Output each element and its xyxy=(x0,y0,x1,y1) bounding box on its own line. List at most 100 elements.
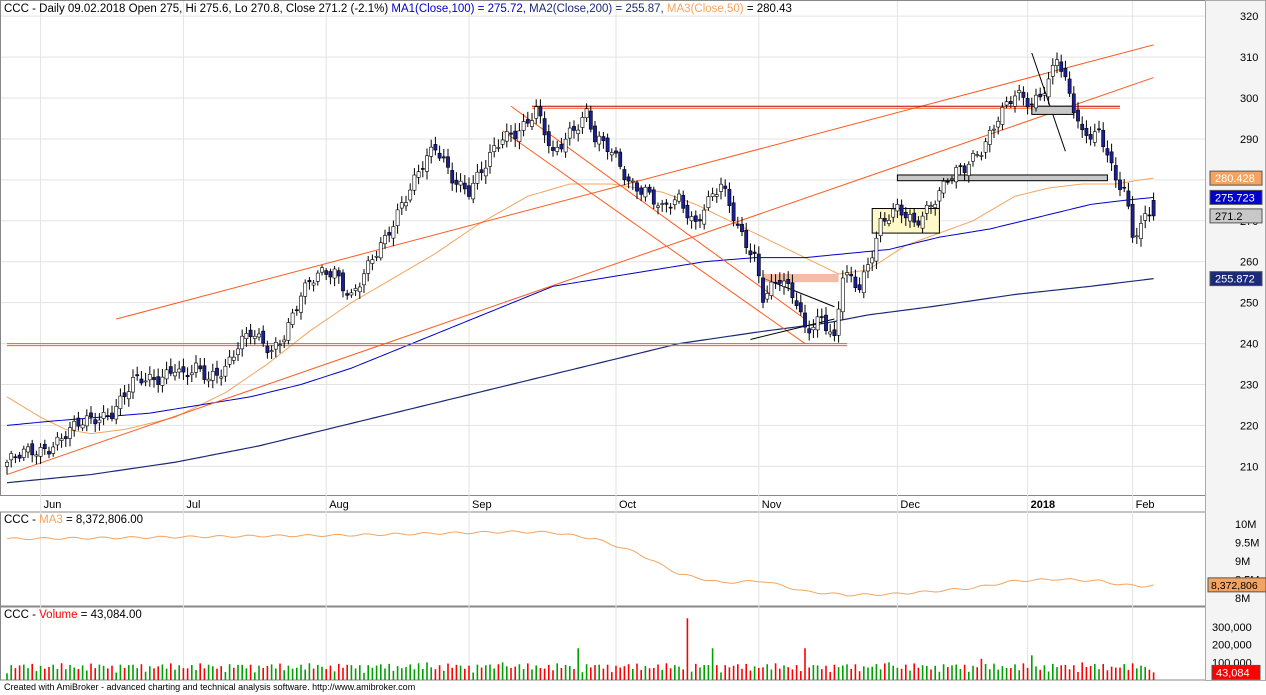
candle-body xyxy=(1071,93,1076,114)
candle-body xyxy=(408,189,413,201)
candle xyxy=(1151,192,1156,221)
candle-body xyxy=(215,367,219,376)
candle xyxy=(702,204,707,230)
candle xyxy=(744,222,749,255)
candle xyxy=(185,367,190,385)
trendline xyxy=(116,44,1154,320)
candle-body xyxy=(1147,214,1152,217)
candle-body xyxy=(147,374,152,381)
candle-body xyxy=(315,272,320,282)
candle-body xyxy=(110,412,114,420)
candle xyxy=(206,371,211,388)
candle-body xyxy=(1025,98,1030,108)
candle xyxy=(55,432,60,451)
y-tick-label: 260 xyxy=(1240,257,1258,269)
candle-body xyxy=(152,377,156,380)
candle-body xyxy=(945,181,950,183)
candle xyxy=(832,321,837,342)
candle xyxy=(261,325,266,347)
candle xyxy=(551,140,555,157)
candle-body xyxy=(244,333,249,339)
candle xyxy=(257,328,261,341)
candle xyxy=(227,349,232,368)
value-marker xyxy=(1209,271,1263,287)
candle-body xyxy=(1097,128,1101,131)
candle xyxy=(240,329,245,357)
candle-body xyxy=(97,419,102,424)
candle-body xyxy=(446,156,450,168)
candle-body xyxy=(492,145,497,152)
candle-body xyxy=(836,308,841,336)
candle-body xyxy=(1118,179,1122,190)
candle xyxy=(635,180,639,200)
candle xyxy=(530,113,534,131)
candle xyxy=(173,364,177,381)
candle xyxy=(479,161,484,181)
candle-body xyxy=(299,295,303,313)
candle-body xyxy=(1126,190,1131,207)
value-marker-label: 255.872 xyxy=(1215,274,1255,286)
x-tick-label: Jun xyxy=(44,499,62,511)
candle xyxy=(908,209,912,228)
candle-body xyxy=(55,436,60,446)
candle-body xyxy=(1092,131,1097,143)
candle-body xyxy=(425,155,429,172)
candle xyxy=(471,175,476,204)
volume-value-marker xyxy=(1211,664,1261,680)
candle-body xyxy=(131,377,135,393)
candle-body xyxy=(164,369,169,380)
candle xyxy=(622,166,627,186)
candle xyxy=(143,372,148,387)
candle-body xyxy=(1134,235,1139,238)
candle xyxy=(1097,120,1101,133)
candle xyxy=(332,265,337,287)
candle-body xyxy=(1000,107,1005,125)
candle xyxy=(408,183,413,203)
candle xyxy=(912,208,917,228)
candle-body xyxy=(483,167,488,177)
candle xyxy=(437,145,442,162)
candle-body xyxy=(735,223,740,226)
candle-body xyxy=(1029,103,1034,106)
candle xyxy=(895,198,900,219)
candle xyxy=(59,433,64,448)
candle-body xyxy=(42,443,47,449)
candle xyxy=(1042,86,1047,102)
candle-body xyxy=(177,368,182,373)
support-zone xyxy=(896,174,1108,182)
candle xyxy=(811,319,816,338)
candle xyxy=(1143,205,1148,229)
candle-body xyxy=(882,218,887,222)
candle xyxy=(924,201,929,221)
candle xyxy=(362,269,366,293)
candle-body xyxy=(534,106,539,119)
candle xyxy=(177,360,182,379)
candle-body xyxy=(975,154,980,156)
candle xyxy=(126,383,131,407)
candle-body xyxy=(643,186,648,198)
candle xyxy=(1004,96,1009,109)
candle xyxy=(1134,227,1139,244)
candle-body xyxy=(139,378,144,384)
mid-y-tick-label: 8M xyxy=(1235,593,1250,605)
candle xyxy=(1017,84,1022,101)
candle-body xyxy=(294,309,299,312)
candle-body xyxy=(731,202,736,222)
candle-body xyxy=(345,293,350,296)
candle-body xyxy=(198,365,203,370)
candle xyxy=(63,430,68,447)
candle-body xyxy=(1050,65,1055,77)
value-marker-label: 280.428 xyxy=(1215,173,1255,185)
candle-body xyxy=(853,276,858,288)
candle xyxy=(630,178,635,191)
candle-body xyxy=(740,223,744,233)
candle-body xyxy=(38,447,43,457)
candle-body xyxy=(639,187,644,195)
candle-body xyxy=(530,120,534,127)
candle-body xyxy=(454,179,459,185)
candle xyxy=(672,195,677,210)
candle-body xyxy=(240,335,245,350)
candle xyxy=(5,459,9,475)
candle xyxy=(483,159,488,185)
